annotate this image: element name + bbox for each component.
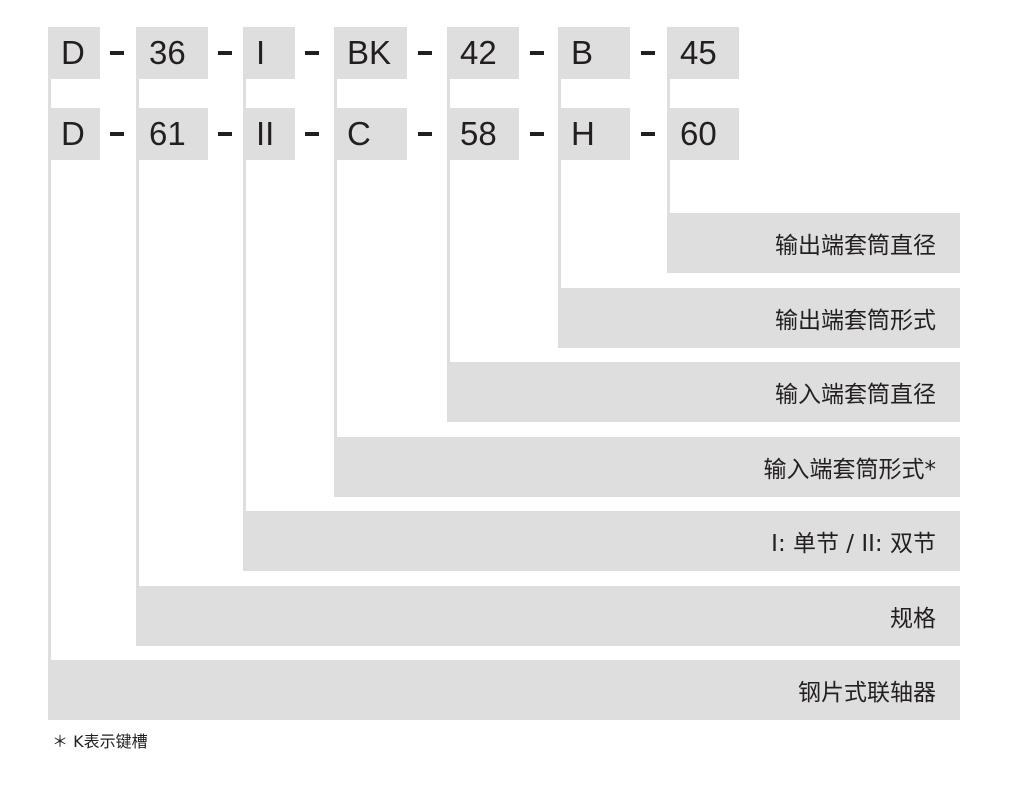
footnote: ＊ K表示键槽 <box>52 732 148 751</box>
code-segment: 36 <box>136 27 208 79</box>
description-bar: 输入端套筒直径 <box>447 362 960 422</box>
connector-line <box>136 27 139 586</box>
code-segment: D <box>48 108 100 160</box>
code-segment: 45 <box>667 27 739 79</box>
separator-dash <box>218 51 232 55</box>
description-bar: 钢片式联轴器 <box>48 660 960 720</box>
code-segment: 58 <box>447 108 519 160</box>
code-segment: D <box>48 27 100 79</box>
separator-dash <box>641 51 655 55</box>
separator-dash <box>641 132 655 136</box>
separator-dash <box>305 132 319 136</box>
code-segment: 42 <box>447 27 519 79</box>
description-bar: I: 单节 / II: 双节 <box>243 511 960 571</box>
code-segment: B <box>558 27 630 79</box>
separator-dash <box>530 132 544 136</box>
connector-line <box>334 27 337 437</box>
description-bar: 规格 <box>136 586 960 646</box>
separator-dash <box>110 51 124 55</box>
separator-dash <box>305 51 319 55</box>
separator-dash <box>418 132 432 136</box>
separator-dash <box>418 51 432 55</box>
description-bar: 输出端套筒直径 <box>667 213 960 273</box>
connector-line <box>243 27 246 511</box>
description-bar: 输出端套筒形式 <box>558 288 960 348</box>
code-segment: BK <box>334 27 407 79</box>
code-segment: II <box>243 108 295 160</box>
connector-line <box>447 27 450 362</box>
description-bar: 输入端套筒形式* <box>334 437 960 497</box>
code-segment: 61 <box>136 108 208 160</box>
separator-dash <box>110 132 124 136</box>
code-segment: I <box>243 27 295 79</box>
connector-line <box>48 27 51 660</box>
separator-dash <box>530 51 544 55</box>
code-segment: C <box>334 108 407 160</box>
code-segment: 60 <box>667 108 739 160</box>
separator-dash <box>218 132 232 136</box>
code-segment: H <box>558 108 630 160</box>
